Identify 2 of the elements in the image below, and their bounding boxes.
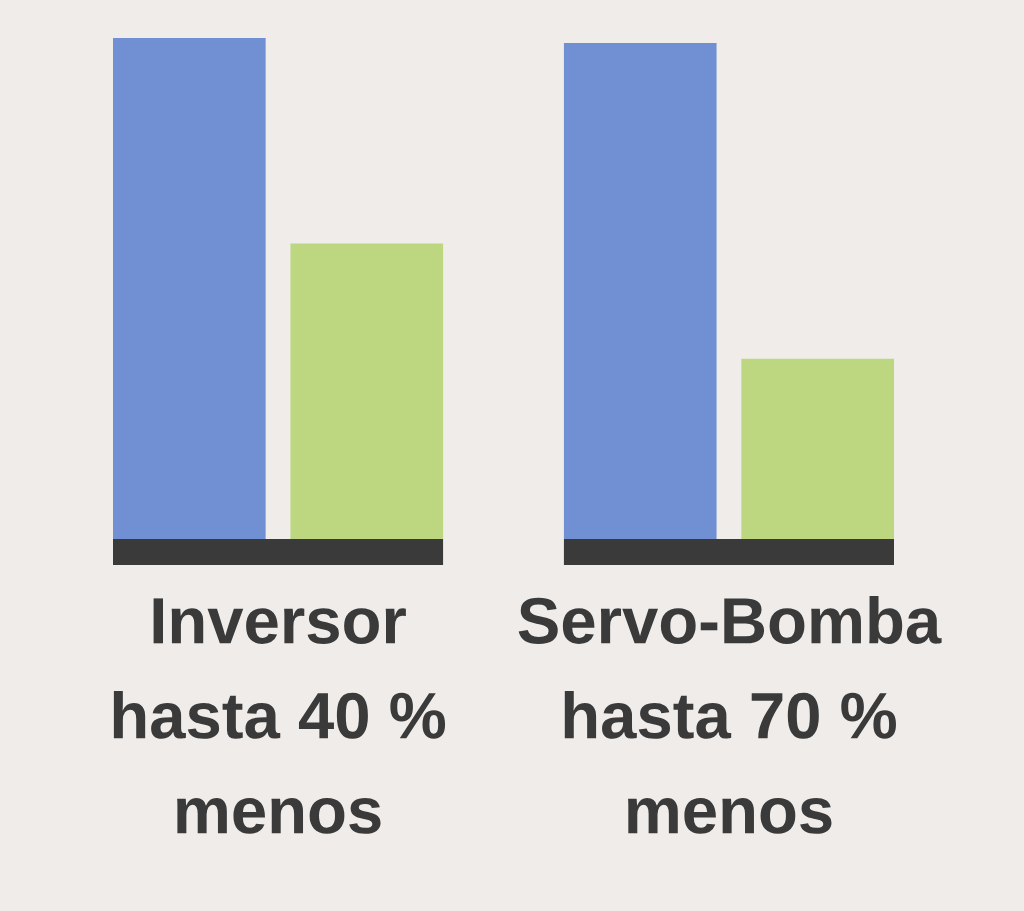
x-tick-label: Servo-Bomba hasta 70 % menos	[518, 596, 942, 834]
x-tick-label: Inversor hasta 40 % menos	[113, 598, 446, 834]
